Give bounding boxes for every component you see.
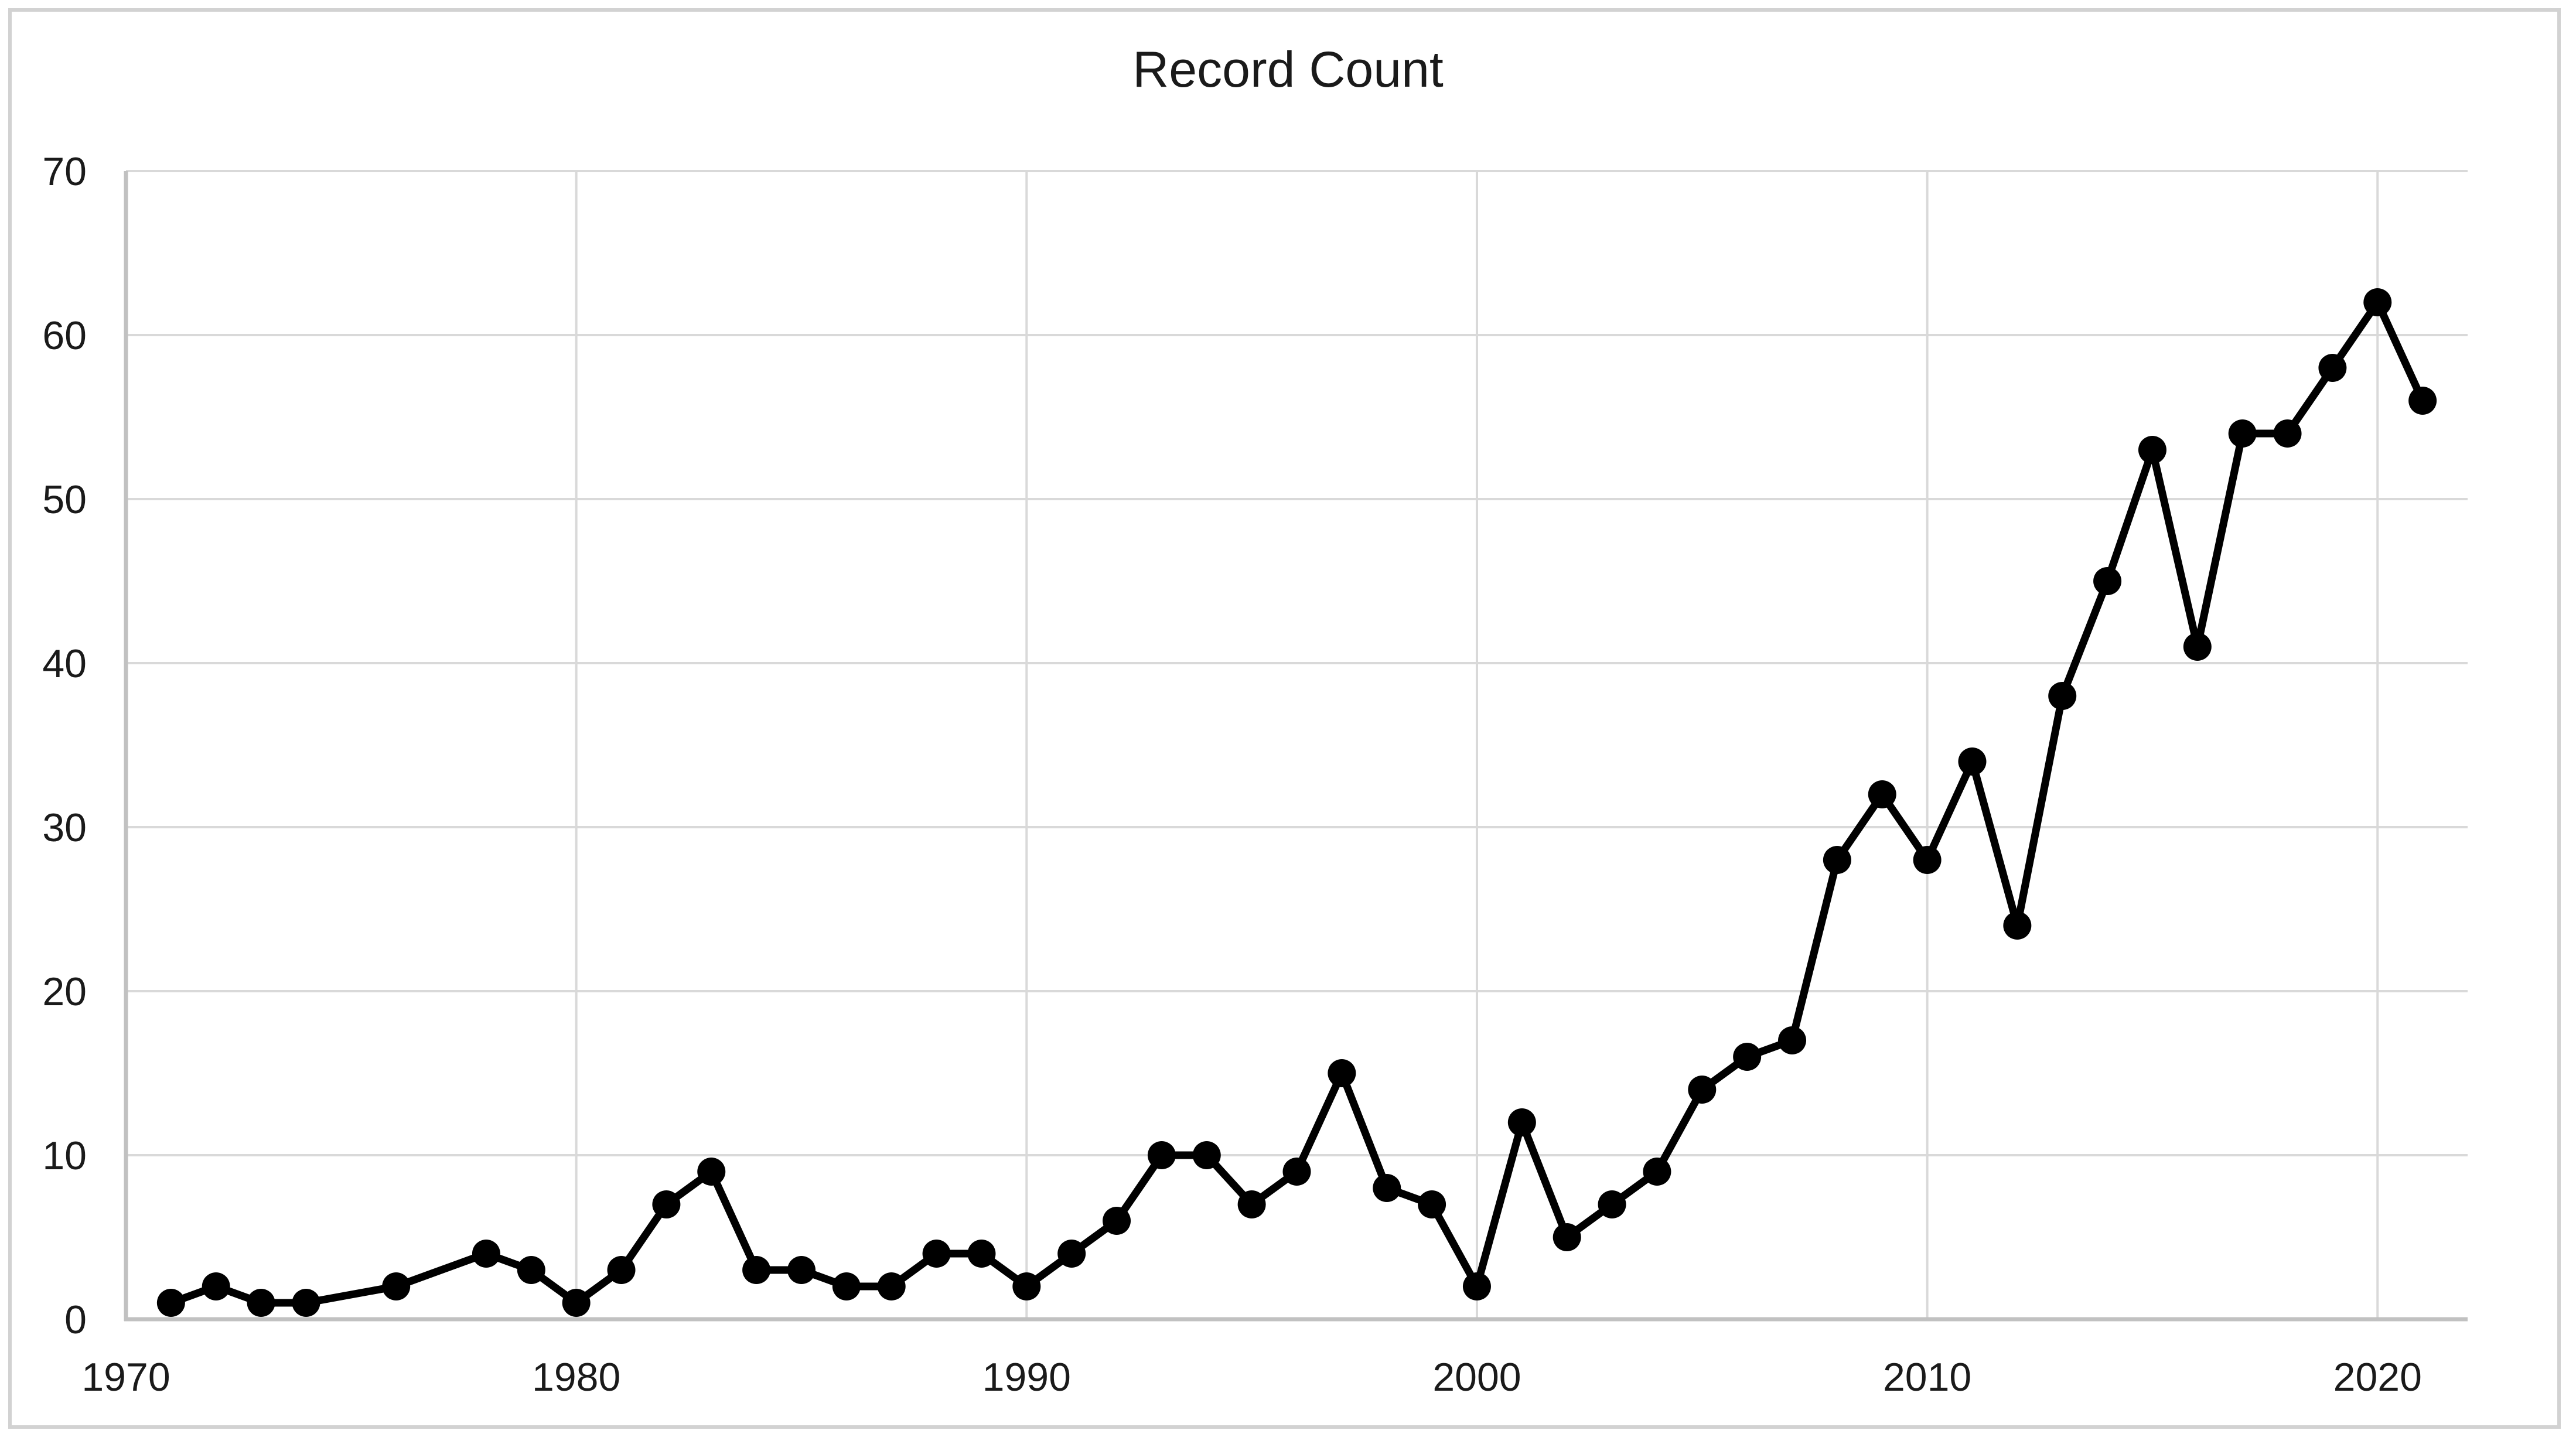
y-tick-label-40: 40 — [42, 641, 87, 686]
data-point-marker-1987 — [877, 1272, 906, 1300]
data-point-marker-2012 — [2003, 912, 2032, 940]
x-tick-label-2010: 2010 — [1883, 1355, 1971, 1399]
data-point-marker-1976 — [382, 1272, 411, 1300]
data-point-marker-1991 — [1057, 1240, 1086, 1268]
x-tick-label-1990: 1990 — [982, 1355, 1071, 1399]
data-point-marker-2011 — [1958, 747, 1987, 776]
data-point-marker-1993 — [1147, 1141, 1176, 1169]
data-point-marker-1982 — [652, 1190, 681, 1218]
data-point-marker-1994 — [1192, 1141, 1221, 1169]
data-point-marker-2014 — [2093, 567, 2122, 595]
data-point-marker-2007 — [1778, 1026, 1807, 1054]
data-point-marker-2005 — [1688, 1076, 1717, 1104]
x-tick-label-2000: 2000 — [1432, 1355, 1521, 1399]
data-point-marker-2006 — [1733, 1043, 1762, 1071]
data-point-marker-1995 — [1237, 1190, 1266, 1218]
data-point-marker-2015 — [2138, 436, 2166, 464]
data-point-marker-2001 — [1507, 1108, 1536, 1136]
y-tick-label-0: 0 — [64, 1298, 87, 1342]
data-point-marker-1973 — [247, 1289, 275, 1317]
data-point-marker-2018 — [2273, 419, 2302, 448]
data-point-marker-2016 — [2183, 633, 2212, 661]
data-point-marker-2000 — [1462, 1272, 1491, 1300]
data-point-marker-2008 — [1823, 846, 1851, 874]
data-point-marker-1992 — [1103, 1207, 1131, 1235]
data-point-marker-1990 — [1012, 1272, 1041, 1300]
data-point-marker-2017 — [2228, 419, 2257, 448]
data-point-marker-1999 — [1418, 1190, 1446, 1218]
data-point-marker-1981 — [607, 1256, 636, 1284]
data-point-marker-2020 — [2363, 288, 2392, 316]
series-line — [167, 298, 2427, 1307]
x-tick-label-2020: 2020 — [2333, 1355, 2422, 1399]
y-tick-label-50: 50 — [42, 477, 87, 522]
chart-border-frame — [8, 8, 2561, 1429]
y-tick-label-70: 70 — [42, 149, 87, 194]
data-point-marker-2009 — [1868, 780, 1896, 808]
data-point-marker-1979 — [517, 1256, 545, 1284]
data-point-marker-1989 — [967, 1240, 996, 1268]
data-point-marker-2004 — [1643, 1158, 1671, 1186]
x-tick-label-1980: 1980 — [532, 1355, 620, 1399]
data-point-marker-1974 — [292, 1289, 320, 1317]
data-point-marker-2002 — [1553, 1223, 1581, 1251]
data-point-marker-1988 — [922, 1240, 951, 1268]
data-point-marker-1986 — [832, 1272, 861, 1300]
data-point-marker-2013 — [2048, 682, 2077, 710]
data-point-marker-1980 — [562, 1289, 591, 1317]
y-tick-label-30: 30 — [42, 805, 87, 850]
data-point-marker-2003 — [1598, 1190, 1626, 1218]
y-tick-label-20: 20 — [42, 970, 87, 1014]
data-point-marker-1985 — [787, 1256, 816, 1284]
data-point-marker-1971 — [156, 1289, 185, 1317]
y-tick-label-60: 60 — [42, 313, 87, 358]
data-point-marker-1972 — [202, 1272, 230, 1300]
data-point-marker-1978 — [472, 1240, 500, 1268]
data-point-marker-2021 — [2408, 387, 2437, 415]
data-point-marker-1984 — [742, 1256, 771, 1284]
data-point-marker-1983 — [697, 1158, 726, 1186]
data-point-marker-1996 — [1282, 1158, 1311, 1186]
chart-title: Record Count — [1132, 42, 1444, 98]
data-point-marker-1997 — [1328, 1059, 1356, 1087]
data-point-marker-2010 — [1913, 846, 1942, 874]
data-point-marker-2019 — [2318, 354, 2347, 382]
y-tick-label-10: 10 — [42, 1134, 87, 1178]
data-point-marker-1998 — [1373, 1174, 1401, 1202]
x-tick-label-1970: 1970 — [81, 1355, 170, 1399]
